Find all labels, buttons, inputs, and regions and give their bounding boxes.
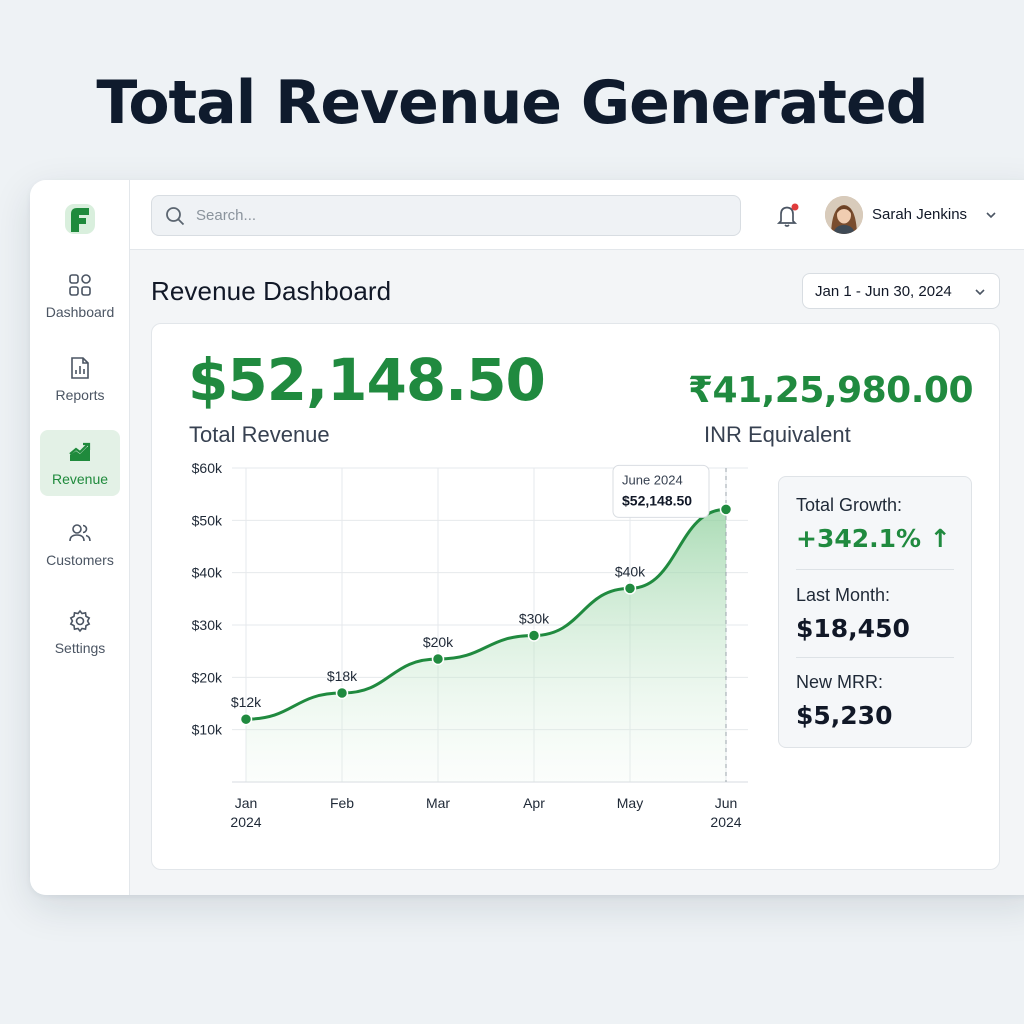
tooltip-value: $52,148.50	[622, 492, 692, 508]
area-fill	[246, 509, 726, 782]
stat-label: Total Growth:	[796, 495, 903, 515]
sidebar-item-label: Customers	[46, 552, 114, 568]
top-header: Sarah Jenkins	[130, 180, 1024, 250]
y-tick-label: $20k	[192, 669, 223, 685]
stats-panel: Total Growth: +342.1% ↑ Last Month: $18,…	[778, 476, 972, 748]
notification-bell-icon[interactable]	[773, 200, 803, 230]
grid-icon	[69, 274, 91, 296]
data-label: $20k	[423, 634, 454, 650]
y-tick-label: $50k	[192, 512, 223, 528]
stat-value: $5,230	[796, 701, 893, 730]
series-line	[244, 507, 728, 721]
stat-new-mrr: New MRR: $5,230	[796, 672, 956, 730]
stat-last-month: Last Month: $18,450	[796, 585, 956, 643]
search-input[interactable]	[196, 207, 716, 224]
sidebar-item-revenue[interactable]: Revenue	[40, 430, 120, 496]
users-icon	[69, 524, 91, 542]
logo-icon	[65, 204, 95, 234]
sidebar-item-customers[interactable]: Customers	[40, 511, 120, 577]
stat-label: New MRR:	[796, 672, 884, 692]
sidebar-item-dashboard[interactable]: Dashboard	[40, 263, 120, 329]
x-tick-label: Apr	[523, 795, 545, 811]
trend-up-icon	[69, 442, 91, 461]
sidebar: Dashboard Reports Revenue Customers	[30, 180, 130, 895]
divider	[796, 569, 954, 570]
report-icon	[71, 357, 89, 379]
data-point[interactable]	[719, 503, 733, 516]
y-tick-label: $60k	[192, 460, 223, 476]
y-tick-label: $30k	[192, 617, 223, 633]
sidebar-item-label: Settings	[54, 640, 106, 656]
data-label: $18k	[327, 668, 358, 684]
x-tick-label: Jun 2024	[710, 795, 741, 830]
x-tick-label: Jan 2024	[230, 795, 261, 830]
data-point[interactable]	[623, 582, 637, 595]
sidebar-item-label: Revenue	[51, 471, 109, 487]
data-label: $40k	[615, 563, 646, 579]
notification-dot	[791, 203, 799, 211]
hero-title: Total Revenue Generated	[96, 68, 928, 138]
data-point[interactable]	[527, 629, 541, 642]
tooltip-box	[612, 464, 710, 518]
app-window: Dashboard Reports Revenue Customers	[30, 180, 1024, 895]
total-revenue-label: Total Revenue	[189, 422, 330, 447]
search-icon	[166, 206, 185, 225]
sidebar-item-reports[interactable]: Reports	[40, 346, 120, 412]
avatar[interactable]	[825, 196, 863, 234]
chevron-down-icon	[975, 289, 985, 296]
y-tick-label: $10k	[192, 722, 223, 738]
chevron-down-icon[interactable]	[984, 208, 998, 222]
gear-icon	[69, 609, 91, 633]
x-tick-label: Feb	[330, 795, 354, 811]
user-avatar-icon	[825, 196, 863, 234]
stat-total-growth: Total Growth: +342.1% ↑	[796, 495, 956, 553]
sidebar-item-settings[interactable]: Settings	[40, 599, 120, 665]
divider	[796, 657, 954, 658]
total-revenue-value: $52,148.50	[188, 346, 546, 414]
user-name[interactable]: Sarah Jenkins	[872, 206, 968, 223]
stat-label: Last Month:	[796, 585, 891, 605]
sidebar-item-label: Dashboard	[45, 304, 115, 320]
date-range-value: Jan 1 - Jun 30, 2024	[815, 282, 952, 300]
data-point[interactable]	[335, 686, 349, 700]
inr-equivalent-value: ₹41,25,980.00	[687, 370, 974, 411]
sidebar-item-label: Reports	[55, 387, 105, 403]
x-tick-label: Mar	[426, 795, 450, 811]
stat-value: +342.1% ↑	[796, 524, 951, 553]
search-bar[interactable]	[151, 195, 741, 236]
inr-equivalent-label: INR Equivalent	[704, 422, 851, 447]
revenue-card: $52,148.50 Total Revenue ₹41,25,980.00 I…	[151, 323, 1000, 870]
page-title: Revenue Dashboard	[151, 276, 392, 306]
tooltip-title: June 2024	[622, 472, 683, 487]
data-label: $30k	[519, 610, 550, 626]
data-label: $12k	[231, 694, 262, 710]
data-point[interactable]	[239, 712, 253, 726]
date-range-select[interactable]: Jan 1 - Jun 30, 2024	[802, 273, 1000, 309]
stat-value: $18,450	[796, 614, 910, 643]
revenue-chart: $10k $20k $30k $40k $50k $60k $12k $18k $20k $30k…	[192, 460, 748, 830]
x-tick-label: May	[617, 795, 643, 811]
y-tick-label: $40k	[192, 565, 223, 581]
data-point[interactable]	[431, 652, 445, 666]
